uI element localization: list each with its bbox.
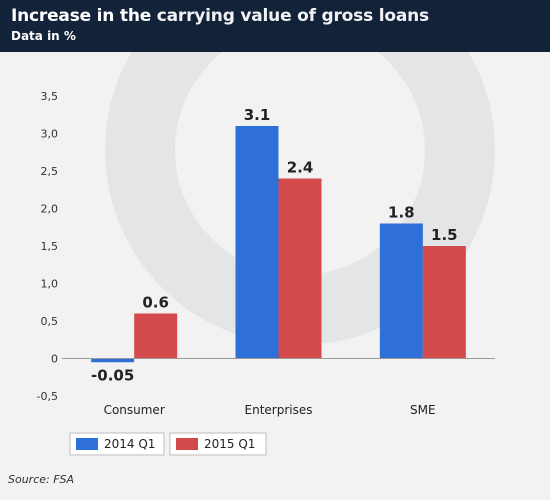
bar-2014-q1-sme <box>379 223 423 359</box>
bar-2015-q1-enterprises <box>278 178 322 359</box>
bar-2015-q1-sme <box>422 246 466 359</box>
x-axis-categories: Consumer Enterprises SME <box>104 403 436 417</box>
data-label: 0.6 <box>142 294 169 312</box>
source-note: Source: FSA <box>8 473 75 486</box>
y-tick-label: 2,5 <box>41 165 59 178</box>
y-tick-label: -0,5 <box>37 390 58 403</box>
y-tick-label: 1,0 <box>41 278 59 291</box>
legend-label: 2014 Q1 <box>104 437 155 451</box>
chart-title: Increase in the carrying value of gross … <box>11 6 429 26</box>
bars <box>91 126 466 363</box>
legend-item: 2014 Q1 <box>69 432 165 456</box>
title-bar: Increase in the carrying value of gross … <box>0 0 550 52</box>
y-tick-label: 3,0 <box>41 128 59 141</box>
category-label: SME <box>410 403 436 417</box>
y-tick-label: 2,0 <box>41 203 59 216</box>
legend: 2014 Q1 2015 Q1 <box>69 432 267 456</box>
legend-item: 2015 Q1 <box>169 432 267 456</box>
chart-subtitle: Data in % <box>11 29 76 43</box>
data-label: 1.8 <box>388 204 415 222</box>
y-tick-label: 0,5 <box>41 315 59 328</box>
bar-2014-q1-consumer <box>91 358 135 363</box>
category-label: Consumer <box>104 403 165 417</box>
legend-swatch <box>76 438 98 450</box>
legend-swatch <box>176 438 198 450</box>
y-tick-label: 1,5 <box>41 240 59 253</box>
data-label: -0.05 <box>91 367 134 385</box>
category-label: Enterprises <box>245 403 313 417</box>
data-label: 2.4 <box>287 159 314 177</box>
data-label: 3.1 <box>244 106 271 124</box>
bar-2014-q1-enterprises <box>235 126 279 359</box>
bar-2015-q1-consumer <box>134 313 178 359</box>
y-axis: -0,5 0 0,5 1,0 1,5 2,0 2,5 3,0 3,5 <box>37 90 58 403</box>
data-label: 1.5 <box>431 226 458 244</box>
y-tick-label: 0 <box>51 353 58 366</box>
legend-label: 2015 Q1 <box>204 437 255 451</box>
y-tick-label: 3,5 <box>41 90 59 103</box>
data-labels: -0.05 0.6 3.1 2.4 1.8 1.5 <box>91 106 458 385</box>
